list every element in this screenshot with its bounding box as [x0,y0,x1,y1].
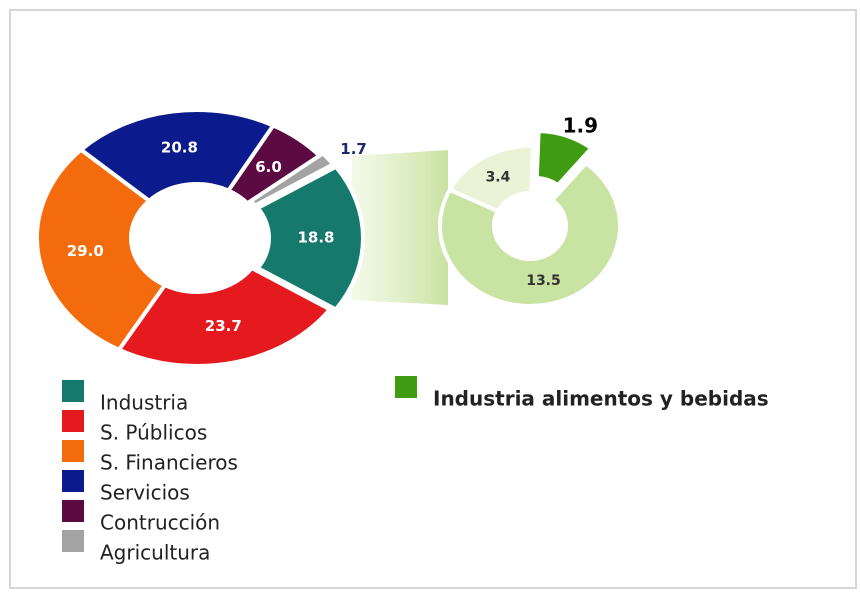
legend-label: Contrucción [100,511,220,535]
legend-swatch [62,470,84,492]
legend-swatch [62,410,84,432]
data-label: 13.5 [526,273,561,289]
legend-label: Industria [100,391,188,415]
legend-swatch [62,500,84,522]
legend-label: S. Financieros [100,451,238,475]
legend-swatch [62,530,84,552]
legend-swatch [395,376,417,398]
data-label: 6.0 [255,158,282,176]
data-label: 20.8 [161,139,198,157]
donut-segment [438,160,622,308]
legend-label: Industria alimentos y bebidas [433,387,769,411]
donut-segment [254,164,365,312]
legend-label: Agricultura [100,541,210,565]
data-label: 18.8 [297,229,334,247]
data-label: 3.4 [486,169,511,185]
legend-swatch [62,380,84,402]
donut-segment [446,144,536,214]
connector [352,150,448,305]
data-label: 29.0 [67,242,104,260]
donut-segment [35,147,168,353]
data-label: 1.9 [563,113,598,137]
legend-swatch [62,440,84,462]
donut-segment [77,108,277,204]
donut-segment [247,150,337,209]
legend-label: S. Públicos [100,421,207,445]
data-label: 23.7 [205,317,242,335]
donut-segment [534,128,595,188]
data-label: 1.7 [340,140,367,158]
legend-label: Servicios [100,481,190,505]
donut-segment [115,265,333,368]
